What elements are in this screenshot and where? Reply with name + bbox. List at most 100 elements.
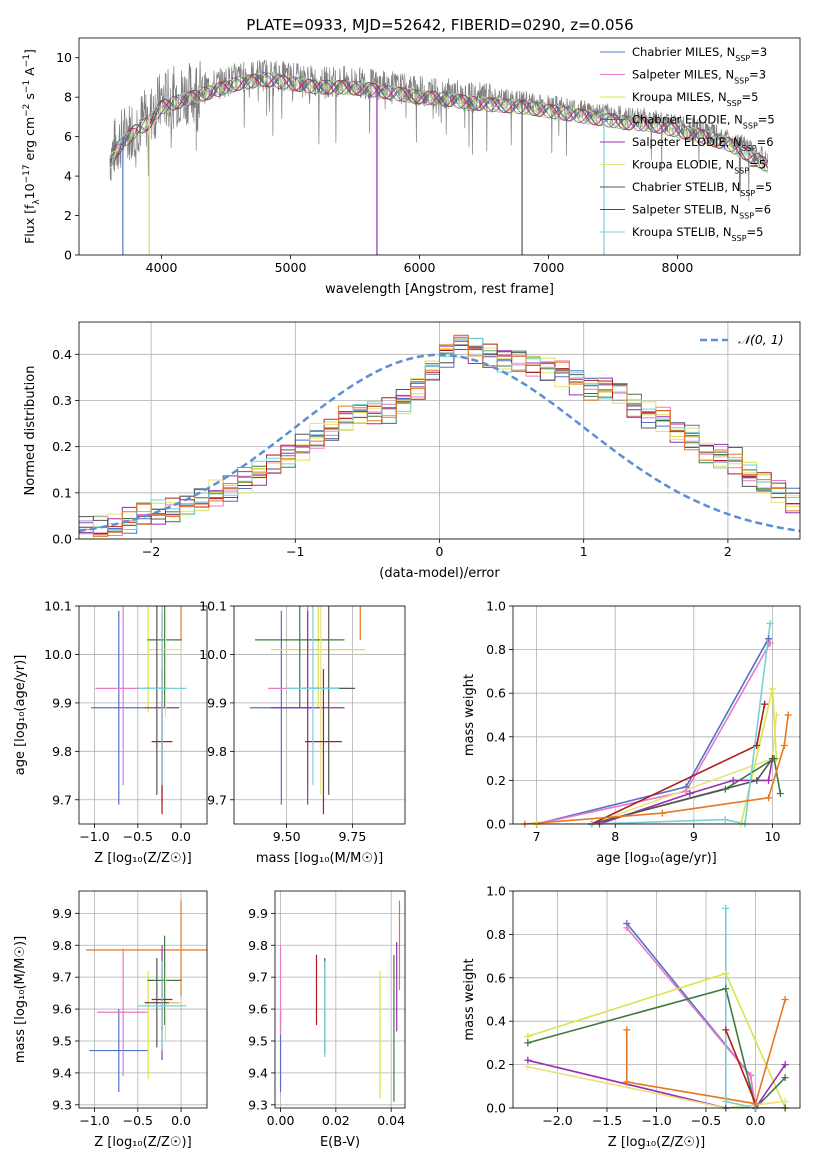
y-tick-label: 0.0 [486, 817, 506, 832]
y-tick-label: 9.9 [248, 906, 268, 921]
x-tick-label: 0.0 [171, 1113, 191, 1128]
plus-marker [753, 776, 761, 784]
axes-frame [512, 605, 801, 825]
plus-marker [623, 1026, 631, 1034]
plus-marker [658, 809, 666, 817]
y-axis-label: mass weight [462, 674, 477, 756]
y-axis-label-part: λ [32, 199, 42, 205]
y-tick-label: 2 [64, 208, 72, 223]
y-axis-label-part: s [22, 93, 37, 104]
y-tick-label: 0.4 [486, 1014, 506, 1029]
legend-subscript: SSP [743, 121, 758, 130]
x-tick-label: 0.02 [322, 1113, 350, 1128]
mass-vs-Z-panel: −1.0 −0.5 0.0 9.3 9.4 9.5 9.6 9.7 9.8 9.9 Z [log₁₀… [13, 890, 208, 1150]
x-tick-label: 1 [580, 544, 588, 559]
mass-vs-EBV-plot-area [279, 900, 401, 1102]
plus-marker [781, 996, 789, 1003]
legend-entry: Chabrier ELODIE, NSSP=5 [632, 113, 775, 131]
y-tick-label: 9.3 [248, 1097, 268, 1112]
axes-frame [233, 605, 406, 825]
axes-frame [78, 37, 801, 256]
legend-subscript: SSP [740, 189, 755, 198]
residuals-panel: −2 −1 0 1 2 0.0 0.1 0.2 0.3 0.4 (data-model)/error… [23, 321, 801, 581]
x-tick-label: 0.0 [171, 829, 191, 844]
plus-marker [781, 1061, 789, 1069]
y-tick-label: 9.9 [52, 906, 72, 921]
plus-marker [686, 789, 694, 797]
age-vs-mass-panel: 9.50 9.75 9.7 9.8 9.9 10.0 10.1 mass [log₁₀(M/M… [199, 599, 406, 866]
plus-marker [722, 969, 730, 977]
legend-value: =5 [742, 90, 759, 104]
weight-vs-age-plot-area [524, 623, 789, 824]
x-tick-label: −1.5 [592, 1113, 622, 1128]
y-axis-label: age [log₁₀(age/yr)] [13, 655, 28, 776]
legend-entry: Kroupa MILES, NSSP=5 [632, 90, 758, 108]
plus-marker [524, 1032, 532, 1040]
plus-marker [751, 1100, 759, 1108]
x-tick-label: 4000 [146, 260, 178, 275]
axes-frame [512, 890, 801, 1109]
y-tick-label: 9.9 [207, 695, 227, 710]
y-axis-label-part: erg cm [22, 117, 37, 165]
figure-title: PLATE=0933, MJD=52642, FIBERID=0290, z=0… [246, 16, 633, 34]
y-axis-label-part: ] [22, 49, 37, 54]
y-tick-label: 9.6 [248, 1002, 268, 1017]
axes-frame [78, 890, 208, 1109]
x-tick-label: 2 [724, 544, 732, 559]
plus-marker [722, 1026, 730, 1034]
x-tick-label: 7 [533, 829, 541, 844]
y-tick-label: 0.3 [52, 393, 72, 408]
legend-value: =3 [749, 68, 766, 82]
plus-marker [765, 794, 773, 802]
plus-marker [721, 785, 729, 793]
y-tick-label: 9.8 [52, 744, 72, 759]
legend-entry: Salpeter MILES, NSSP=3 [632, 68, 766, 86]
y-tick-label: 9.8 [52, 938, 72, 953]
y-tick-label: 9.8 [248, 938, 268, 953]
y-tick-label: 0.6 [486, 686, 506, 701]
legend-subscript: SSP [734, 166, 749, 175]
weight-line [536, 642, 771, 824]
plus-marker [722, 904, 730, 912]
y-tick-label: 1.0 [486, 599, 506, 614]
y-tick-label: 0 [64, 248, 72, 263]
histogram-step-line [79, 338, 800, 534]
y-axis-label-part: 10 [22, 183, 37, 199]
plus-marker [721, 816, 729, 824]
plus-marker [722, 985, 730, 993]
plus-marker [524, 1039, 532, 1047]
y-axis-label-part: −2 [22, 104, 32, 117]
x-tick-label: 6000 [404, 260, 436, 275]
legend-entry: Chabrier MILES, NSSP=3 [632, 45, 767, 63]
x-axis-label: mass [log₁₀(M/M☉)] [256, 851, 383, 866]
y-tick-label: 1.0 [486, 884, 506, 899]
plus-marker [729, 776, 737, 784]
y-axis-label-part: A [22, 67, 37, 80]
plus-marker [623, 1078, 631, 1086]
y-tick-label: 10.1 [199, 599, 227, 614]
y-tick-label: 0.6 [486, 970, 506, 985]
y-tick-label: 6 [64, 129, 72, 144]
x-tick-label: −0.5 [123, 1113, 153, 1128]
histogram-step-line [79, 344, 800, 539]
y-tick-label: 9.8 [207, 744, 227, 759]
plus-marker [781, 1074, 789, 1082]
x-tick-label: 0.00 [267, 1113, 295, 1128]
plus-marker [753, 742, 761, 750]
y-axis-label-part: −1 [22, 80, 32, 93]
age-vs-mass-plot-area [249, 606, 366, 815]
weight-line [725, 1029, 757, 1104]
y-tick-label: 0.2 [486, 773, 506, 788]
weight-line [527, 987, 786, 1108]
x-tick-label: 9.75 [338, 829, 366, 844]
model-line [109, 73, 769, 173]
y-axis-label: Normed distribution [23, 366, 38, 496]
spectrum-plot-area [109, 59, 769, 255]
y-tick-label: 9.5 [52, 1033, 72, 1048]
legend-subscript: SSP [742, 144, 757, 153]
model-line [109, 74, 769, 169]
x-tick-label: 8 [611, 829, 619, 844]
y-tick-label: 9.7 [248, 970, 268, 985]
